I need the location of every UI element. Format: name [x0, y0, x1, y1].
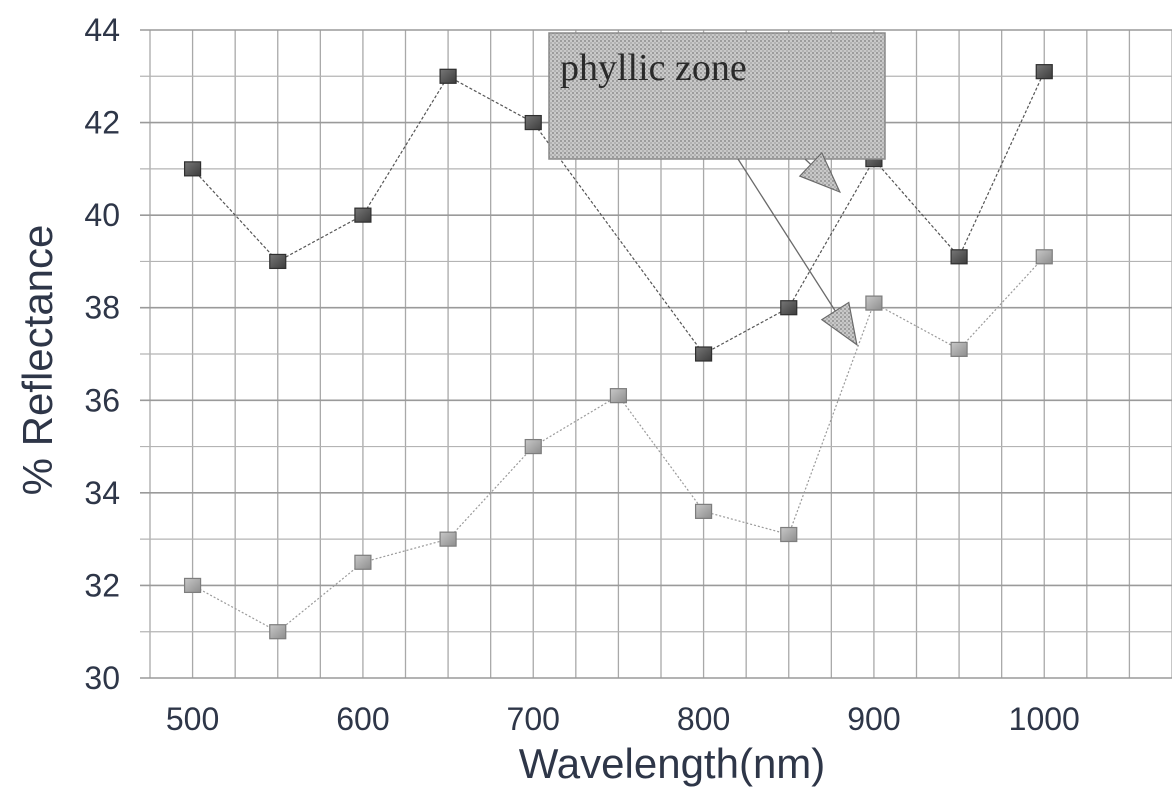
- y-tick-label: 40: [84, 197, 120, 233]
- y-tick-label: 38: [84, 290, 120, 326]
- data-point: [439, 68, 457, 84]
- x-tick-label: 600: [336, 701, 389, 737]
- arrow-head: [798, 151, 842, 194]
- data-point: [694, 503, 713, 519]
- data-point: [354, 207, 372, 223]
- data-point: [950, 249, 968, 265]
- data-point: [780, 300, 798, 316]
- data-point: [269, 624, 287, 640]
- x-axis-ticks: 500 600 700 800 900 1000: [166, 701, 1080, 737]
- callout-box: [548, 32, 886, 160]
- data-point: [694, 346, 713, 362]
- data-point: [524, 438, 542, 455]
- data-point: [269, 253, 287, 270]
- x-axis-title: Wavelength(nm): [519, 740, 826, 787]
- x-tick-label: 800: [677, 701, 730, 737]
- x-tick-label: 1000: [1009, 701, 1080, 737]
- x-tick-label: 900: [847, 701, 900, 737]
- arrow-head: [820, 301, 858, 347]
- callout-label: phyllic zone: [560, 47, 747, 89]
- y-tick-label: 42: [84, 105, 120, 141]
- series-2: [183, 249, 1053, 640]
- y-axis-title: % Reflectance: [14, 225, 61, 496]
- data-point: [1035, 64, 1053, 80]
- y-tick-label: 30: [84, 660, 120, 696]
- series-layer: [183, 64, 1053, 640]
- data-point: [183, 577, 202, 594]
- callout-arrows: [737, 151, 858, 347]
- data-point: [950, 341, 968, 357]
- series-line: [192, 71, 1045, 355]
- data-point: [183, 161, 202, 177]
- y-tick-label: 44: [84, 12, 120, 48]
- data-point: [354, 554, 372, 570]
- data-point: [865, 295, 883, 311]
- y-tick-label: 34: [84, 475, 120, 511]
- data-point: [524, 114, 542, 131]
- y-tick-label: 36: [84, 382, 120, 418]
- y-tick-label: 32: [84, 567, 120, 603]
- data-point: [1035, 249, 1053, 265]
- data-point: [609, 388, 628, 404]
- y-axis-ticks: 30 32 34 36 38 40 42 44: [84, 12, 120, 696]
- callout-annotation: phyllic zone: [548, 32, 886, 160]
- data-point: [439, 531, 457, 547]
- data-point: [780, 526, 798, 543]
- x-tick-label: 700: [507, 701, 560, 737]
- x-tick-label: 500: [166, 701, 219, 737]
